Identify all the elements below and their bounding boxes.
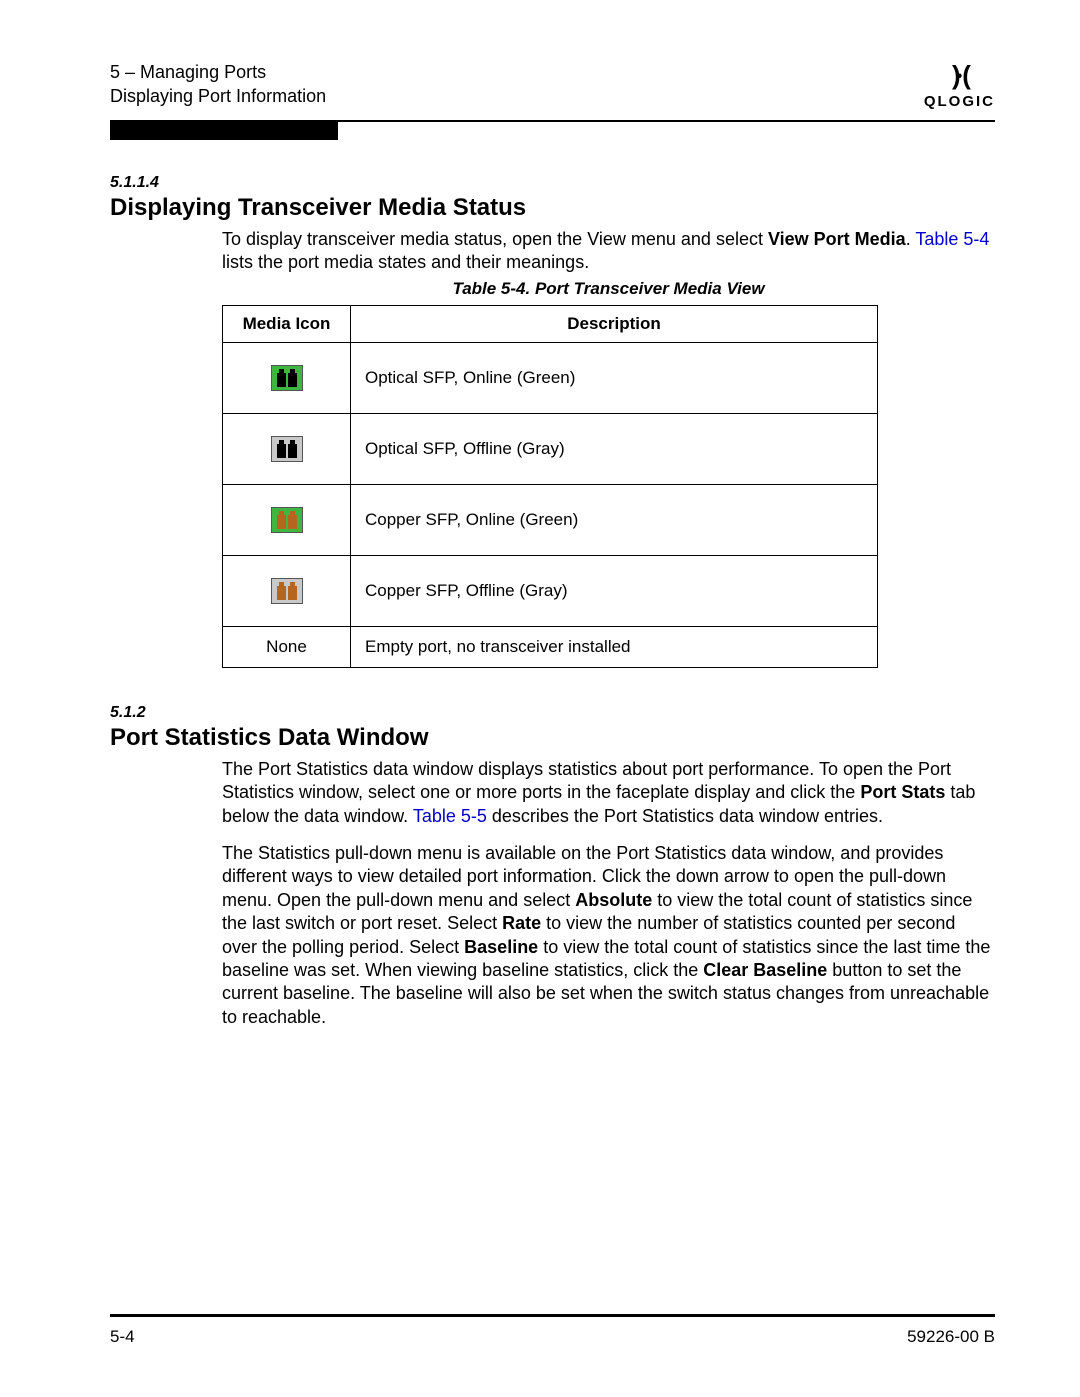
table-caption: Table 5-4. Port Transceiver Media View [222,279,995,299]
chapter-label: 5 – Managing Ports [110,60,326,84]
copper-sfp-offline-icon [271,578,303,604]
p1-text-c: describes the Port Statistics data windo… [487,806,883,826]
page-header: 5 – Managing Ports Displaying Port Infor… [110,60,995,110]
p2-bold-baseline: Baseline [464,937,538,957]
paragraph-1: The Port Statistics data window displays… [222,758,995,828]
intro-bold: View Port Media [768,229,906,249]
media-icon-cell: None [223,626,351,667]
p1-text-a: The Port Statistics data window displays… [222,759,951,802]
paragraph-2: The Statistics pull-down menu is availab… [222,842,995,1029]
section-title: Displaying Transceiver Media Status [110,194,995,222]
footer-divider [110,1314,995,1317]
media-desc: Empty port, no transceiver installed [351,626,878,667]
page-footer: 5-4 59226-00 B [110,1314,995,1347]
table-ref-link[interactable]: Table 5-5 [413,806,487,826]
section-intro: To display transceiver media status, ope… [222,228,995,275]
none-label: None [266,637,307,656]
p2-bold-rate: Rate [502,913,541,933]
intro-text-post2: lists the port media states and their me… [222,252,589,272]
media-desc: Copper SFP, Offline (Gray) [351,555,878,626]
page-number: 5-4 [110,1327,135,1347]
table-header-row: Media Icon Description [223,305,878,342]
p2-bold-clear-baseline: Clear Baseline [703,960,827,980]
section-title: Port Statistics Data Window [110,724,995,752]
media-icon-cell [223,413,351,484]
col-header-icon: Media Icon [223,305,351,342]
section-label: Displaying Port Information [110,84,326,108]
media-icon-cell [223,555,351,626]
optical-sfp-offline-icon [271,436,303,462]
table-row: Copper SFP, Offline (Gray) [223,555,878,626]
optical-sfp-online-icon [271,365,303,391]
table-row: None Empty port, no transceiver installe… [223,626,878,667]
p1-bold-port-stats: Port Stats [860,782,945,802]
media-icon-cell [223,342,351,413]
table-row: Optical SFP, Offline (Gray) [223,413,878,484]
media-desc: Optical SFP, Offline (Gray) [351,413,878,484]
media-desc: Copper SFP, Online (Green) [351,484,878,555]
header-accent-bar [110,122,338,140]
brand-logo: )•( QLOGIC [924,60,995,110]
document-page: 5 – Managing Ports Displaying Port Infor… [0,0,1080,1397]
logo-mark-icon: )•( [924,60,995,91]
media-desc: Optical SFP, Online (Green) [351,342,878,413]
doc-number: 59226-00 B [907,1327,995,1347]
section-number: 5.1.1.4 [110,174,995,192]
media-icon-cell [223,484,351,555]
section-number: 5.1.2 [110,704,995,722]
table-row: Copper SFP, Online (Green) [223,484,878,555]
logo-text: QLOGIC [924,93,995,110]
header-text-block: 5 – Managing Ports Displaying Port Infor… [110,60,326,109]
table-ref-link[interactable]: Table 5-4 [915,229,989,249]
intro-text-pre: To display transceiver media status, ope… [222,229,768,249]
copper-sfp-online-icon [271,507,303,533]
table-row: Optical SFP, Online (Green) [223,342,878,413]
p2-bold-absolute: Absolute [575,890,652,910]
col-header-desc: Description [351,305,878,342]
media-table: Media Icon Description Optical SFP, Onli… [222,305,878,668]
intro-text-post1: . [906,229,916,249]
